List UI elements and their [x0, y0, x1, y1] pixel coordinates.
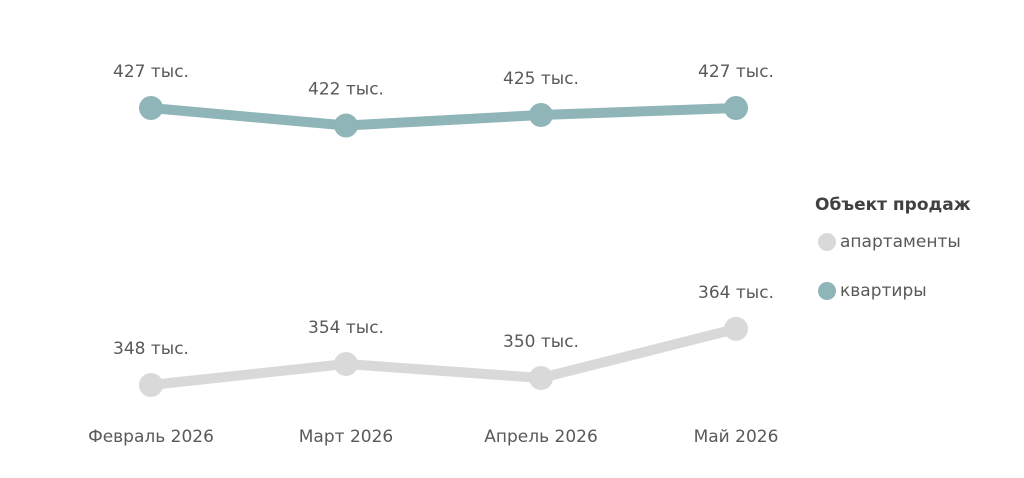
x-tick-label: Март 2026: [299, 427, 393, 447]
data-label: 427 тыс.: [698, 62, 774, 82]
data-label: 422 тыс.: [308, 80, 384, 100]
x-tick-label: Май 2026: [694, 427, 779, 447]
x-tick-label: Февраль 2026: [88, 427, 214, 447]
series-line: [150, 103, 737, 131]
series-line: [150, 324, 738, 390]
point: [334, 113, 358, 138]
x-tick-label: Апрель 2026: [484, 427, 598, 447]
legend-label: квартиры: [840, 281, 927, 301]
point: [529, 103, 553, 128]
data-label: 350 тыс.: [503, 332, 579, 352]
legend-title: Объект продаж: [815, 195, 971, 215]
data-label: 354 тыс.: [308, 318, 384, 338]
point: [724, 96, 748, 120]
legend-marker: [818, 233, 836, 251]
point: [139, 96, 163, 120]
point: [529, 365, 553, 390]
legend-marker: [818, 282, 836, 300]
point: [334, 351, 358, 376]
data-label: 427 тыс.: [113, 62, 189, 82]
data-label: 364 тыс.: [698, 283, 774, 303]
data-label: 425 тыс.: [503, 69, 579, 89]
point: [724, 316, 748, 341]
point: [139, 373, 163, 397]
legend-label: апартаменты: [840, 232, 961, 252]
data-label: 348 тыс.: [113, 339, 189, 359]
